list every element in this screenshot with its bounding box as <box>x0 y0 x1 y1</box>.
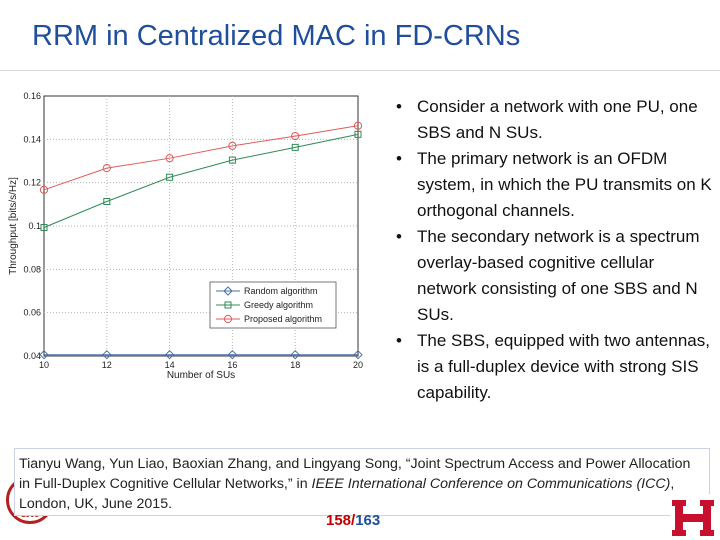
x-axis-label: Number of SUs <box>167 370 235 381</box>
page-number: 158/163 <box>326 512 380 529</box>
series-line-circle <box>43 125 359 191</box>
citation-venue: IEEE International Conference on Communi… <box>311 476 671 492</box>
citation-box: Tianyu Wang, Yun Liao, Baoxian Zhang, an… <box>14 448 710 516</box>
slide-title: RRM in Centralized MAC in FD-CRNs <box>32 20 521 52</box>
y-tick-label: 0.04 <box>23 351 41 361</box>
x-tick-label: 16 <box>227 360 237 370</box>
x-tick-label: 10 <box>39 360 49 370</box>
legend-label: Proposed algorithm <box>244 314 322 324</box>
x-tick-label: 14 <box>165 360 175 370</box>
page-current: 158 <box>326 512 352 529</box>
series-line-square <box>43 133 359 228</box>
data-point-circle <box>102 164 111 173</box>
data-point-diamond <box>290 349 300 360</box>
data-point-diamond <box>39 349 49 360</box>
data-point-diamond <box>164 349 175 360</box>
university-logo <box>670 494 716 538</box>
data-point-square <box>291 143 299 151</box>
series-lines <box>39 121 363 360</box>
bullet-sbs-full-duplex: The SBS, equipped with two antennas, is … <box>394 328 718 406</box>
y-tick-label: 0.16 <box>23 91 41 101</box>
bullet-network: Consider a network with one PU, one SBS … <box>394 94 718 146</box>
legend-marker-square <box>224 301 232 309</box>
y-tick-label: 0.12 <box>23 178 41 188</box>
data-point-circle <box>39 185 49 194</box>
legend-marker-circle <box>223 314 233 324</box>
data-point-diamond <box>102 349 112 360</box>
data-point-square <box>228 156 236 164</box>
logo-mark-icon <box>672 500 714 536</box>
bullet-list: Consider a network with one PU, one SBS … <box>394 94 718 406</box>
data-point-square <box>40 224 48 232</box>
data-point-circle <box>228 141 237 150</box>
y-axis-label: Throughput [bits/s/Hz] <box>8 177 19 275</box>
citation-tail: , London, UK, June 2015. <box>19 476 675 512</box>
legend-label: Random algorithm <box>244 286 318 296</box>
y-tick-label: 0.06 <box>23 308 41 318</box>
y-tick-label: 0.1 <box>28 221 41 231</box>
tick-labels: 0.04 0.06 0.08 0.1 0.12 0.14 0.16 10 12 14 16 18 20 <box>23 91 363 370</box>
throughput-chart: 0.04 0.06 0.08 0.1 0.12 0.14 0.16 10 12 14 16 18 20 … <box>0 82 380 382</box>
data-point-circle <box>353 121 363 130</box>
legend-label: Greedy algorithm <box>244 300 313 310</box>
data-point-diamond <box>353 349 363 360</box>
data-point-circle <box>291 131 300 141</box>
legend-marker-diamond <box>223 286 233 296</box>
x-tick-label: 12 <box>102 360 112 370</box>
y-tick-label: 0.08 <box>23 264 41 274</box>
data-point-square <box>166 173 174 181</box>
data-point-square <box>354 130 362 138</box>
title-divider <box>0 70 720 71</box>
x-tick-label: 20 <box>353 360 363 370</box>
x-tick-label: 18 <box>290 360 300 370</box>
bullet-primary-network: The primary network is an OFDM system, i… <box>394 146 718 224</box>
data-point-square <box>103 198 111 206</box>
data-point-circle <box>165 154 174 163</box>
data-point-diamond <box>227 349 238 360</box>
y-tick-label: 0.14 <box>23 134 41 144</box>
page-total: 163 <box>355 512 381 529</box>
chart-legend: Random algorithm Greedy algorithm Proposed… <box>209 281 337 329</box>
citation-authors: Tianyu Wang, Yun Liao, Baoxian Zhang, an… <box>19 456 691 492</box>
bullet-secondary-network: The secondary network is a spectrum over… <box>394 224 718 328</box>
page-separator: / <box>351 512 356 529</box>
